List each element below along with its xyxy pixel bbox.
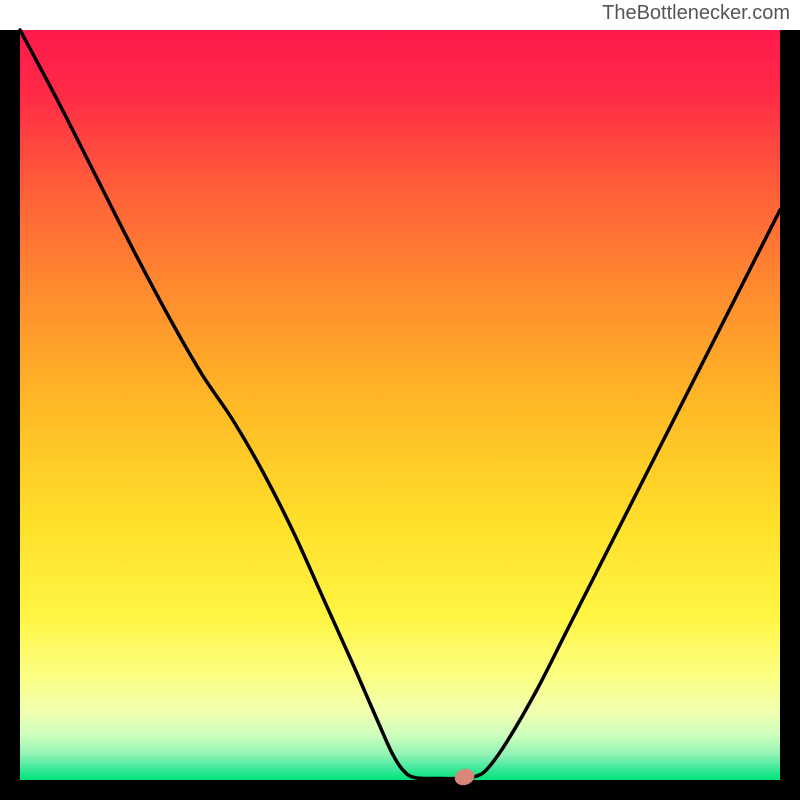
border-left	[0, 30, 20, 800]
chart-container: TheBottlenecker.com	[0, 0, 800, 800]
plot-background	[20, 30, 780, 780]
watermark-text: TheBottlenecker.com	[602, 2, 790, 25]
border-right	[780, 30, 800, 800]
border-bottom	[0, 780, 800, 800]
bottleneck-chart	[0, 0, 800, 800]
